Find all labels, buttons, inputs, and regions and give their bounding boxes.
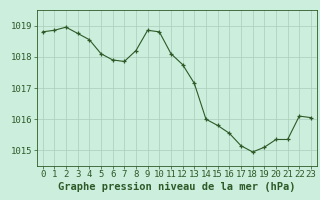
X-axis label: Graphe pression niveau de la mer (hPa): Graphe pression niveau de la mer (hPa)	[58, 182, 296, 192]
